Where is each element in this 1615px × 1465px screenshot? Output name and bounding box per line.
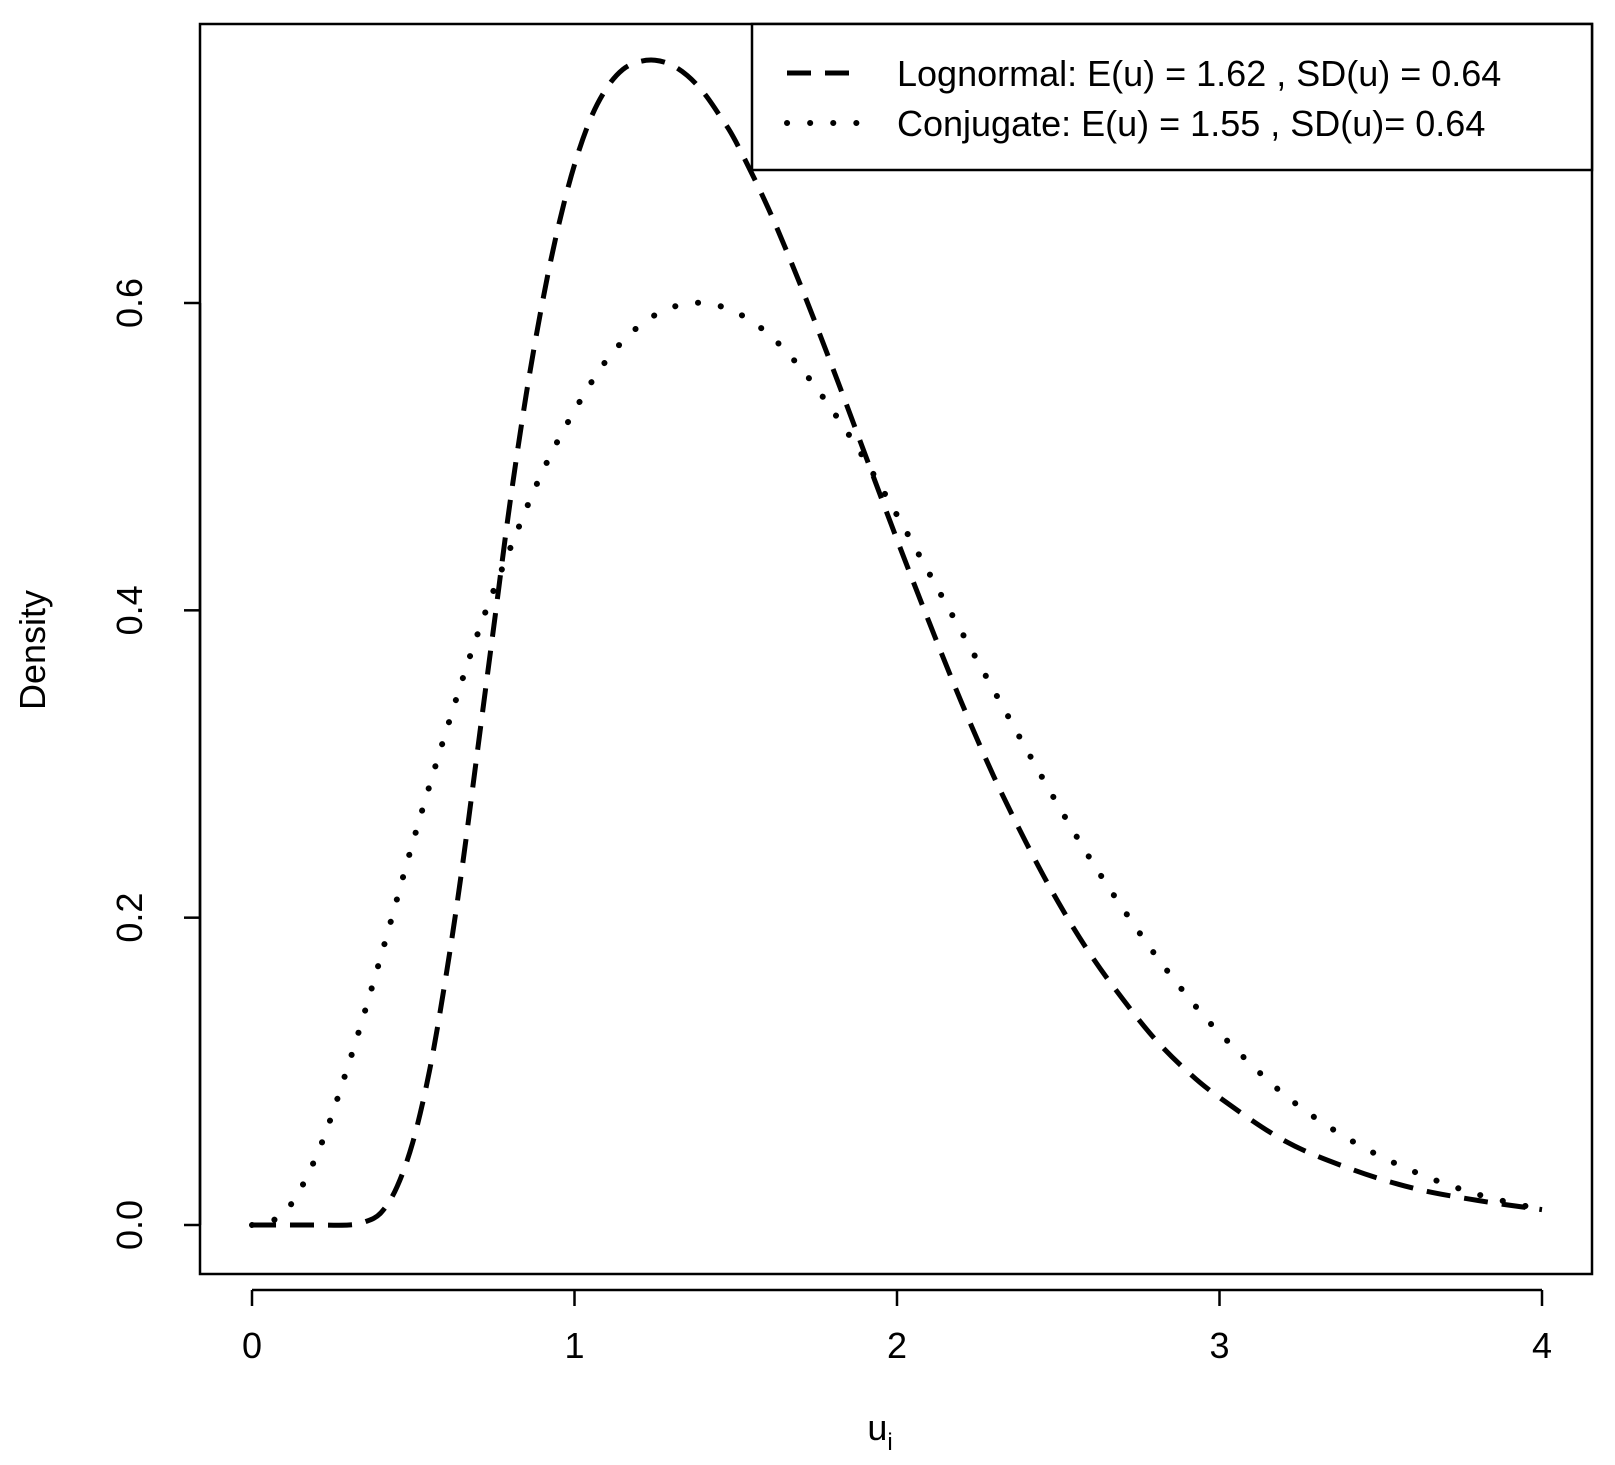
x-axis: 0 1 2 3 4 xyxy=(242,1288,1552,1366)
x-axis-title-main: u xyxy=(867,1407,887,1448)
x-tick-label: 1 xyxy=(564,1325,584,1366)
legend: Lognormal: E(u) = 1.62 , SD(u) = 0.64 Co… xyxy=(750,22,1594,172)
legend-label-lognormal: Lognormal: E(u) = 1.62 , SD(u) = 0.64 xyxy=(897,53,1501,94)
y-tick-label: 0.4 xyxy=(109,585,150,635)
series-lognormal-line xyxy=(252,57,1543,1228)
y-tick-label: 0.0 xyxy=(109,1200,150,1250)
x-tick-label: 2 xyxy=(887,1325,907,1366)
series-conjugate-line xyxy=(249,299,1545,1228)
y-tick-label: 0.2 xyxy=(109,893,150,943)
x-axis-title: ui xyxy=(867,1407,892,1456)
x-tick-label: 0 xyxy=(242,1325,262,1366)
legend-label-conjugate: Conjugate: E(u) = 1.55 , SD(u)= 0.64 xyxy=(897,103,1485,144)
series-layer xyxy=(249,57,1545,1228)
legend-box xyxy=(750,22,1594,172)
y-tick-label: 0.6 xyxy=(109,278,150,328)
y-axis: 0.0 0.2 0.4 0.6 xyxy=(109,278,202,1250)
x-tick-label: 3 xyxy=(1209,1325,1229,1366)
plot-frame xyxy=(198,22,1594,1276)
y-axis-title: Density xyxy=(12,590,53,710)
x-tick-label: 4 xyxy=(1532,1325,1552,1366)
x-axis-title-subscript: i xyxy=(887,1429,892,1456)
